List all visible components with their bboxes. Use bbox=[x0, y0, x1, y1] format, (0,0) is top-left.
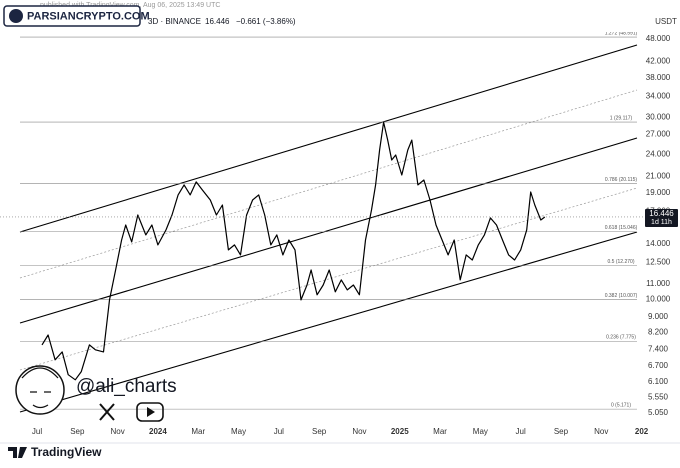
y-tick-label: 6.700 bbox=[648, 361, 669, 370]
play-triangle bbox=[147, 407, 155, 417]
price-box bbox=[645, 208, 678, 227]
footer: TradingView bbox=[31, 445, 102, 459]
fib-label: 0 (5.171) bbox=[611, 402, 631, 408]
channel bbox=[19, 44, 638, 413]
y-tick-label: 38.000 bbox=[646, 73, 671, 82]
channel-bottom bbox=[19, 231, 638, 413]
x-tick-label: Sep bbox=[70, 427, 85, 436]
x-tick-label: May bbox=[473, 427, 488, 436]
y-tick-label: 8.200 bbox=[648, 328, 669, 337]
currency: USDT bbox=[655, 17, 677, 26]
plot: 1.272 (48.591) 1 (29.117) 0.786 (20.115) 0.… bbox=[0, 30, 645, 410]
x-tick-label: Sep bbox=[554, 427, 569, 436]
x-tick-label: 202 bbox=[635, 427, 649, 436]
y-tick-label: 10.000 bbox=[646, 295, 671, 304]
brand: PARSIANCRYPTO.COM bbox=[27, 10, 150, 22]
fib-label: 0.786 (20.115) bbox=[605, 177, 637, 183]
y-tick-label: 19.000 bbox=[646, 188, 671, 197]
brand-icon bbox=[9, 9, 23, 23]
price-line bbox=[41, 121, 546, 381]
y-tick-label: 5.550 bbox=[648, 392, 669, 401]
x-tick-label: Sep bbox=[312, 427, 327, 436]
channel-top bbox=[19, 44, 638, 233]
watermark-group: @ali_charts bbox=[15, 365, 177, 422]
tv-logo bbox=[8, 447, 27, 458]
x-tick-label: Jul bbox=[516, 427, 526, 436]
y-tick-label: 42.000 bbox=[646, 56, 671, 65]
header-price: 16.446 bbox=[205, 17, 230, 26]
y-tick-label: 7.400 bbox=[648, 345, 669, 354]
y-tick-label: 21.000 bbox=[646, 171, 671, 180]
x-tick-label: Nov bbox=[352, 427, 366, 436]
watermark: @ali_charts bbox=[76, 376, 177, 397]
y-tick-label: 11.000 bbox=[646, 279, 670, 288]
fib-label: 1 (29.117) bbox=[610, 115, 633, 121]
y-tick-label: 14.000 bbox=[646, 239, 671, 248]
avatar-face bbox=[21, 367, 59, 409]
fib-label: 0.5 (12.270) bbox=[608, 259, 635, 265]
x-tick-label: Nov bbox=[594, 427, 608, 436]
x-tick-label: Mar bbox=[433, 427, 447, 436]
y-tick-label: 27.000 bbox=[646, 130, 671, 139]
x-tick-label: Jul bbox=[274, 427, 284, 436]
y-tick-label: 48.000 bbox=[646, 34, 671, 43]
x-tick-label: 2024 bbox=[149, 427, 167, 436]
y-tick-label: 9.000 bbox=[648, 312, 669, 321]
x-tick-label: May bbox=[231, 427, 246, 436]
header: 3D · BINANCE bbox=[148, 17, 201, 26]
y-tick-label: 12.500 bbox=[646, 258, 671, 267]
channel-mid bbox=[19, 137, 638, 324]
play-icon bbox=[136, 402, 164, 422]
x-icon bbox=[99, 403, 115, 421]
fib-label: 0.382 (10.007) bbox=[605, 293, 638, 299]
price-label: 16.446 bbox=[649, 209, 674, 218]
avatar bbox=[15, 365, 65, 415]
fib-label: 0.618 (15.046) bbox=[605, 225, 638, 231]
y-tick-label: 6.100 bbox=[648, 377, 669, 386]
fib-label: 1.272 (48.591) bbox=[605, 30, 638, 36]
channel-dotted bbox=[19, 89, 638, 279]
y-tick-label: 5.050 bbox=[648, 408, 669, 417]
fib-label: 0.236 (7.775) bbox=[606, 335, 636, 341]
y-tick-label: 34.000 bbox=[646, 91, 671, 100]
y-tick-label: 30.000 bbox=[646, 112, 671, 121]
countdown: 1d 11h bbox=[651, 219, 672, 226]
x-tick-label: Mar bbox=[191, 427, 205, 436]
x-tick-label: Jul bbox=[32, 427, 42, 436]
brand-box bbox=[3, 5, 141, 27]
y-tick-label: 24.000 bbox=[646, 149, 671, 158]
x-tick-label: 2025 bbox=[391, 427, 409, 436]
x-tick-label: Nov bbox=[110, 427, 124, 436]
channel-dotted bbox=[19, 187, 638, 371]
header-change: −0.661 (−3.86%) bbox=[236, 17, 296, 26]
